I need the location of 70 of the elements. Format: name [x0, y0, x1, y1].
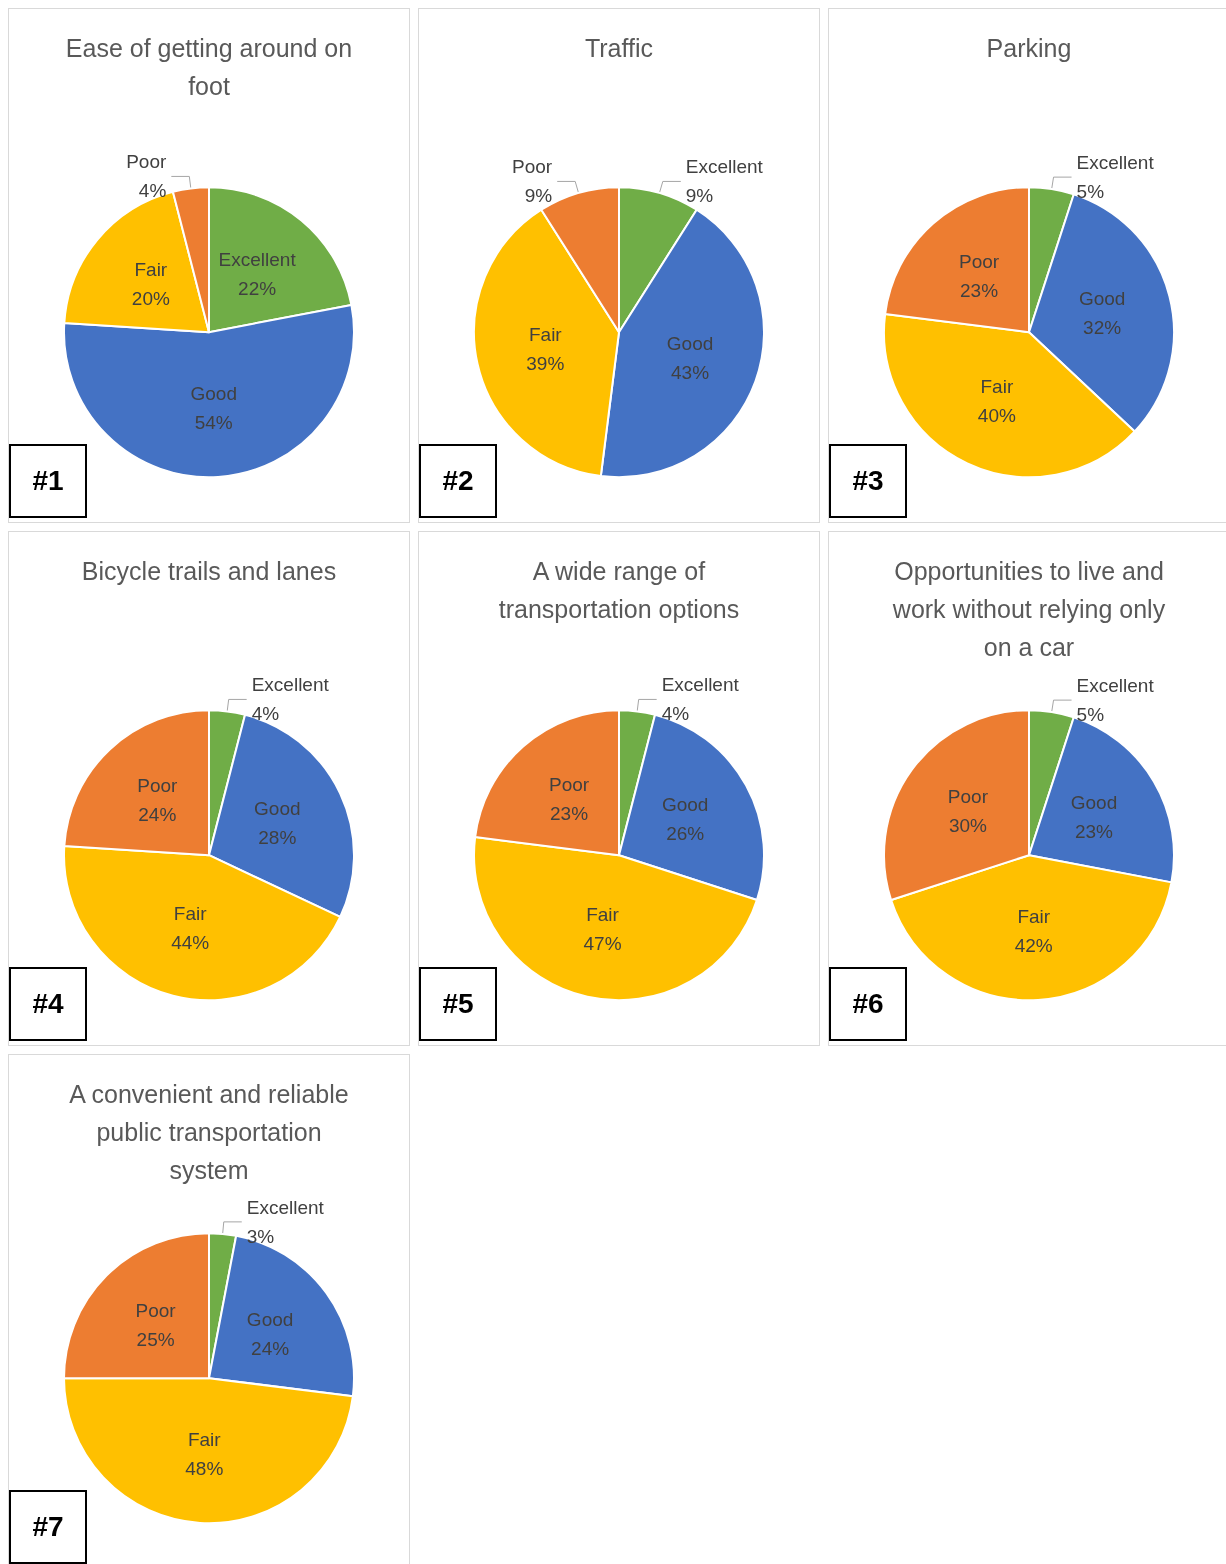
data-label: 43% [671, 361, 710, 383]
data-label: 4% [251, 703, 280, 725]
data-label: 5% [1076, 704, 1105, 726]
data-label: 32% [1083, 317, 1122, 339]
slice-label: Poor [135, 1299, 177, 1321]
slice-label: Excellent [685, 156, 764, 178]
slice-label: Fair [134, 259, 168, 281]
data-label: 39% [526, 352, 565, 374]
slice-label: Good [254, 798, 301, 820]
slice-label: Good [1078, 288, 1126, 310]
chart-title: Parking [985, 33, 1073, 64]
data-label: 4% [661, 703, 690, 725]
slice-label: Poor [512, 156, 553, 178]
slice-label: Fair [187, 1428, 222, 1450]
data-label: 9% [524, 185, 553, 207]
data-label: 26% [666, 822, 705, 844]
data-label: 25% [136, 1328, 175, 1350]
data-label: 5% [1076, 181, 1105, 203]
data-label: 23% [1074, 820, 1114, 842]
text: #3 [829, 444, 907, 518]
data-label: 9% [685, 185, 714, 207]
data-label: 20% [131, 288, 170, 310]
chart-title: A wide range of transportation options [497, 556, 741, 625]
slice-label: Excellent [661, 674, 740, 696]
slice-label: Good [190, 382, 237, 404]
data-label: 44% [171, 932, 210, 954]
text: #1 [9, 444, 87, 518]
data-label: 24% [251, 1337, 290, 1359]
data-label: 48% [185, 1457, 224, 1479]
data-label: 23% [960, 279, 999, 301]
chart-title: Ease of getting around on foot [64, 33, 354, 102]
slice-label: Fair [980, 375, 1014, 397]
text: #7 [9, 1490, 87, 1564]
text: #2 [419, 444, 497, 518]
slice-label: Fair [586, 903, 620, 925]
slice-label: Poor [947, 785, 989, 807]
chart-title: A convenient and reliable public transportation system [68, 1079, 350, 1186]
slice-label: Fair [528, 323, 563, 345]
data-label: 23% [550, 802, 589, 824]
slice-label: Excellent [1076, 152, 1155, 174]
slice-label: Good [1070, 791, 1118, 813]
data-label: 22% [238, 278, 277, 300]
data-label: 40% [977, 404, 1016, 426]
chart-title: Bicycle trails and lanes [80, 556, 338, 587]
slice-label: Excellent [1076, 675, 1155, 697]
chart-title: Opportunities to live and work without relying only on a car [891, 556, 1167, 663]
data-label: 4% [138, 180, 167, 202]
slice-label: Poor [126, 151, 167, 173]
slice-label: Excellent [218, 249, 297, 271]
slice-label: Good [661, 793, 709, 815]
data-label: 54% [194, 411, 233, 433]
text: #5 [419, 967, 497, 1041]
slice-label: Fair [1017, 905, 1051, 927]
data-label: 42% [1014, 934, 1053, 956]
data-label: 30% [948, 814, 988, 836]
text: #6 [829, 967, 907, 1041]
data-label: 3% [246, 1225, 275, 1247]
slice-label: Excellent [246, 1196, 325, 1218]
slice-label: Excellent [251, 674, 330, 696]
chart-title: Traffic [583, 33, 655, 64]
data-label: 24% [138, 804, 177, 826]
slice-label: Good [666, 332, 714, 354]
slice-label: Poor [549, 773, 590, 795]
text: #4 [9, 967, 87, 1041]
slice-label: Poor [959, 250, 1000, 272]
slice-label: Poor [137, 775, 179, 797]
slice-label: Fair [173, 903, 208, 925]
data-label: 28% [258, 827, 297, 849]
data-label: 47% [583, 932, 622, 954]
slice-label: Good [246, 1308, 294, 1330]
